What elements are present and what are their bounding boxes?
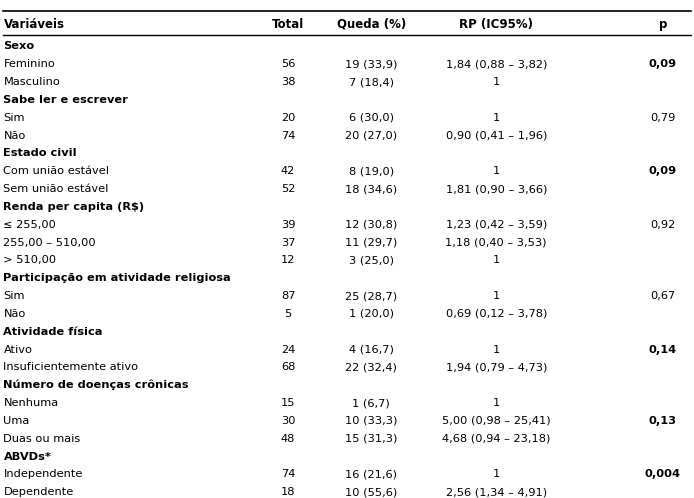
- Text: Uma: Uma: [3, 416, 30, 426]
- Text: 1,23 (0,42 – 3,59): 1,23 (0,42 – 3,59): [446, 220, 547, 230]
- Text: 1: 1: [493, 345, 500, 355]
- Text: 18: 18: [281, 487, 295, 497]
- Text: 1: 1: [493, 469, 500, 480]
- Text: Número de doenças crônicas: Número de doenças crônicas: [3, 380, 189, 390]
- Text: 39: 39: [281, 220, 295, 230]
- Text: 255,00 – 510,00: 255,00 – 510,00: [3, 238, 96, 248]
- Text: 0,09: 0,09: [649, 166, 677, 176]
- Text: 25 (28,7): 25 (28,7): [345, 291, 398, 301]
- Text: Duas ou mais: Duas ou mais: [3, 434, 81, 444]
- Text: 7 (18,4): 7 (18,4): [349, 77, 393, 87]
- Text: 0,13: 0,13: [649, 416, 677, 426]
- Text: Ativo: Ativo: [3, 345, 33, 355]
- Text: 56: 56: [281, 59, 295, 69]
- Text: 0,67: 0,67: [650, 291, 675, 301]
- Text: 12 (30,8): 12 (30,8): [345, 220, 398, 230]
- Text: Participação em atividade religiosa: Participação em atividade religiosa: [3, 273, 231, 283]
- Text: 1 (20,0): 1 (20,0): [349, 309, 393, 319]
- Text: Renda per capita (R$): Renda per capita (R$): [3, 202, 144, 212]
- Text: 1,18 (0,40 – 3,53): 1,18 (0,40 – 3,53): [446, 238, 547, 248]
- Text: 68: 68: [281, 363, 295, 373]
- Text: 48: 48: [281, 434, 295, 444]
- Text: 1,94 (0,79 – 4,73): 1,94 (0,79 – 4,73): [446, 363, 547, 373]
- Text: 5,00 (0,98 – 25,41): 5,00 (0,98 – 25,41): [442, 416, 550, 426]
- Text: 1,81 (0,90 – 3,66): 1,81 (0,90 – 3,66): [446, 184, 547, 194]
- Text: 4,68 (0,94 – 23,18): 4,68 (0,94 – 23,18): [442, 434, 550, 444]
- Text: Sem união estável: Sem união estável: [3, 184, 109, 194]
- Text: 20: 20: [281, 113, 295, 123]
- Text: 8 (19,0): 8 (19,0): [348, 166, 394, 176]
- Text: 87: 87: [281, 291, 295, 301]
- Text: 5: 5: [285, 309, 291, 319]
- Text: 6 (30,0): 6 (30,0): [349, 113, 393, 123]
- Text: 1: 1: [493, 77, 500, 87]
- Text: 18 (34,6): 18 (34,6): [345, 184, 398, 194]
- Text: 0,09: 0,09: [649, 59, 677, 69]
- Text: 0,90 (0,41 – 1,96): 0,90 (0,41 – 1,96): [446, 130, 547, 140]
- Text: 12: 12: [281, 255, 295, 265]
- Text: 1,84 (0,88 – 3,82): 1,84 (0,88 – 3,82): [446, 59, 547, 69]
- Text: Total: Total: [272, 17, 304, 30]
- Text: 20 (27,0): 20 (27,0): [345, 130, 398, 140]
- Text: Masculino: Masculino: [3, 77, 60, 87]
- Text: Dependente: Dependente: [3, 487, 74, 497]
- Text: 0,69 (0,12 – 3,78): 0,69 (0,12 – 3,78): [446, 309, 547, 319]
- Text: 1: 1: [493, 255, 500, 265]
- Text: 1: 1: [493, 398, 500, 408]
- Text: 74: 74: [281, 469, 295, 480]
- Text: 4 (16,7): 4 (16,7): [349, 345, 393, 355]
- Text: Estado civil: Estado civil: [3, 148, 77, 158]
- Text: Sexo: Sexo: [3, 41, 35, 51]
- Text: 1 (6,7): 1 (6,7): [353, 398, 390, 408]
- Text: 11 (29,7): 11 (29,7): [345, 238, 398, 248]
- Text: 15 (31,3): 15 (31,3): [345, 434, 398, 444]
- Text: 19 (33,9): 19 (33,9): [345, 59, 398, 69]
- Text: Queda (%): Queda (%): [337, 17, 406, 30]
- Text: Insuficientemente ativo: Insuficientemente ativo: [3, 363, 139, 373]
- Text: 1: 1: [493, 113, 500, 123]
- Text: 10 (33,3): 10 (33,3): [345, 416, 398, 426]
- Text: Não: Não: [3, 130, 26, 140]
- Text: 38: 38: [281, 77, 295, 87]
- Text: 0,92: 0,92: [650, 220, 675, 230]
- Text: 2,56 (1,34 – 4,91): 2,56 (1,34 – 4,91): [446, 487, 547, 497]
- Text: Sim: Sim: [3, 113, 25, 123]
- Text: 1: 1: [493, 166, 500, 176]
- Text: Variáveis: Variáveis: [3, 17, 65, 30]
- Text: 0,79: 0,79: [650, 113, 675, 123]
- Text: Nenhuma: Nenhuma: [3, 398, 58, 408]
- Text: 22 (32,4): 22 (32,4): [346, 363, 397, 373]
- Text: RP (IC95%): RP (IC95%): [459, 17, 533, 30]
- Text: 0,14: 0,14: [649, 345, 677, 355]
- Text: p: p: [659, 17, 667, 30]
- Text: 1: 1: [493, 291, 500, 301]
- Text: Não: Não: [3, 309, 26, 319]
- Text: 0,004: 0,004: [645, 469, 681, 480]
- Text: 3 (25,0): 3 (25,0): [349, 255, 393, 265]
- Text: Feminino: Feminino: [3, 59, 56, 69]
- Text: Sim: Sim: [3, 291, 25, 301]
- Text: 74: 74: [281, 130, 295, 140]
- Text: Independente: Independente: [3, 469, 83, 480]
- Text: Atividade física: Atividade física: [3, 327, 103, 337]
- Text: 30: 30: [281, 416, 295, 426]
- Text: 52: 52: [281, 184, 295, 194]
- Text: ABVDs*: ABVDs*: [3, 452, 51, 462]
- Text: 24: 24: [281, 345, 295, 355]
- Text: Sabe ler e escrever: Sabe ler e escrever: [3, 95, 128, 105]
- Text: 16 (21,6): 16 (21,6): [346, 469, 397, 480]
- Text: > 510,00: > 510,00: [3, 255, 57, 265]
- Text: 10 (55,6): 10 (55,6): [345, 487, 398, 497]
- Text: 15: 15: [281, 398, 295, 408]
- Text: ≤ 255,00: ≤ 255,00: [3, 220, 56, 230]
- Text: Com união estável: Com união estável: [3, 166, 110, 176]
- Text: 42: 42: [281, 166, 295, 176]
- Text: 37: 37: [281, 238, 295, 248]
